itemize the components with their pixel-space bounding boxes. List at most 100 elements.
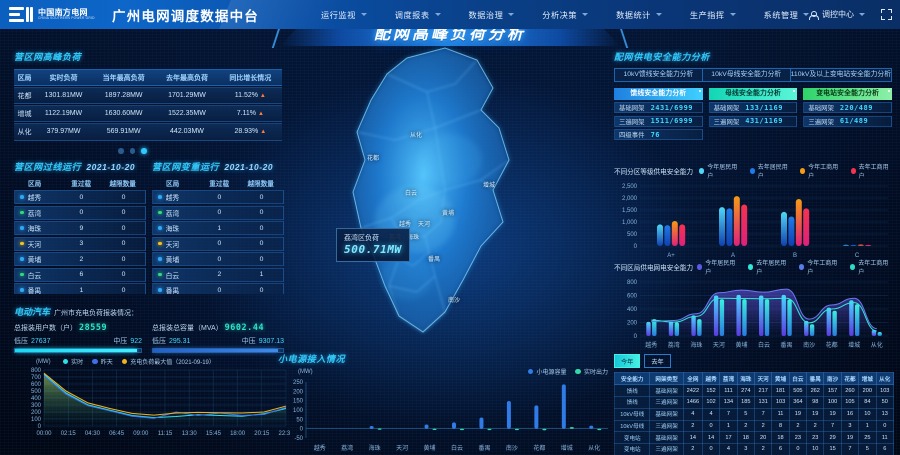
capacity-group-title[interactable]: 变电站安全能力分析	[803, 88, 893, 100]
list-item[interactable]: 白云 2 1	[152, 267, 284, 282]
table-cell: 23	[788, 431, 808, 445]
menu-item-1[interactable]: 调度报表	[395, 9, 441, 21]
capacity-tab-1[interactable]: 10kV母线安全能力分析	[703, 69, 791, 81]
overtrans-over: 2	[217, 271, 222, 278]
map-label-4[interactable]: 黄埔	[442, 211, 455, 217]
map-label-10[interactable]: 南沙	[448, 298, 461, 304]
legend-item-0[interactable]: 今年居民用户	[699, 162, 740, 180]
overline-limit: 0	[121, 286, 126, 294]
growth-cell: 11.52% ▲	[218, 87, 282, 105]
legend-item-1[interactable]: 实时出力	[575, 367, 608, 376]
map-label-9[interactable]: 番禺	[428, 257, 441, 263]
map-label-6[interactable]: 越秀	[399, 222, 412, 228]
map-label-5[interactable]: 天河	[418, 222, 431, 228]
matrix-col-8: 白云	[788, 371, 808, 386]
svg-text:11:15: 11:15	[158, 431, 173, 437]
growth-cell: 7.11% ▲	[218, 105, 282, 123]
trend-up-icon: ▲	[260, 129, 267, 136]
menu-item-0[interactable]: 运行监视	[321, 9, 367, 21]
legend-item-3[interactable]: 去年工商用户	[850, 258, 892, 276]
status-dot	[20, 210, 24, 215]
table-cell: 1	[858, 419, 877, 433]
stat-label: 四级事件	[619, 132, 645, 140]
overline-area: 海珠	[27, 226, 42, 233]
table-cell: 1522.35MW	[155, 105, 219, 123]
legend-item-3[interactable]: 去年工商用户	[850, 162, 892, 180]
overtrans-limit: 0	[259, 193, 264, 201]
legend-item-0[interactable]: 小电源容量	[527, 367, 566, 376]
list-item[interactable]: 番禺 1 0	[14, 283, 146, 294]
overline-over: 3	[79, 240, 84, 247]
capacity-tab-0[interactable]: 10kV馈线安全能力分析	[615, 69, 703, 81]
year-tab-1[interactable]: 去年	[644, 354, 671, 368]
map-label-3[interactable]: 增城	[483, 183, 496, 189]
chevron-down-icon[interactable]	[859, 13, 865, 16]
table-row[interactable]: 变电站 基础网架 14 14 17 18 20 18 23 23 29 19 25 11	[613, 431, 894, 445]
list-item[interactable]: 越秀 0 0	[14, 190, 146, 204]
list-item[interactable]: 天河 3 0	[14, 236, 146, 251]
overline-over: 9	[79, 224, 84, 232]
fullscreen-icon[interactable]	[881, 9, 892, 20]
map-label-8[interactable]: 海珠	[407, 235, 420, 241]
menu-item-2[interactable]: 数据治理	[469, 9, 515, 21]
overline-col-area: 区局	[28, 181, 42, 188]
table-row[interactable]: 10kV母线 基础网架 4 4 7 5 7 11 19 19 19 16 10 13	[613, 407, 894, 421]
list-item[interactable]: 天河 0 0	[152, 236, 284, 251]
pager-dot-1[interactable]	[118, 148, 124, 154]
matrix-col-10: 南沙	[823, 371, 842, 386]
table-row[interactable]: 馈线 三遍网架 1466 102 134 185 131 103 364 98 100 105 84 50	[613, 395, 894, 409]
pager-dot-2[interactable]	[129, 148, 135, 154]
table-row[interactable]: 从化 379.97MW 569.91MW 442.03MW 28.93% ▲	[14, 123, 282, 141]
table-row[interactable]: 馈线 基础网架 2422 152 111 274 217 181 505 262 157 260 200…	[613, 384, 894, 397]
capacity-group-title[interactable]: 馈线安全能力分析	[614, 88, 703, 100]
menu-item-5[interactable]: 生产指挥	[690, 9, 736, 21]
legend-item-2[interactable]: 充电负荷最大值（2021-09-19）	[121, 357, 215, 366]
menu-item-3[interactable]: 分析决策	[542, 9, 589, 21]
peak-load-pager[interactable]	[118, 148, 147, 154]
overtrans-limit: 1	[259, 271, 264, 278]
stat-label: 三遍网架	[619, 118, 645, 126]
year-tab-0[interactable]: 今年	[614, 354, 641, 368]
legend-item-1[interactable]: 昨天	[92, 357, 113, 366]
table-row[interactable]: 增城 1122.19MW 1630.60MW 1522.35MW 7.11% ▲	[14, 105, 282, 123]
list-item[interactable]: 荔湾 0 0	[152, 205, 284, 220]
svg-text:0: 0	[38, 424, 42, 430]
stat-label: 基础网架	[619, 105, 645, 113]
list-item[interactable]: 黄埔 2 0	[14, 252, 146, 266]
svg-text:天河: 天河	[396, 444, 408, 452]
svg-text:黄埔: 黄埔	[735, 341, 747, 349]
legend-item-2[interactable]: 今年工商用户	[800, 162, 841, 180]
svg-text:从化: 从化	[871, 341, 883, 349]
table-cell: 157	[823, 384, 842, 397]
table-row[interactable]: 10kV母线 三遍网架 2 0 1 2 2 8 2 2 7 3 1 0	[613, 419, 894, 433]
map-label-0[interactable]: 从化	[410, 133, 423, 139]
legend-item-0[interactable]: 实时	[62, 357, 83, 366]
legend-item-0[interactable]: 今年居民用户	[697, 258, 739, 276]
menu-item-6[interactable]: 系统管理	[764, 9, 810, 21]
table-row[interactable]: 变电站 三遍网架 2 0 4 3 2 6 0 10 15 7 5 6	[613, 443, 894, 455]
guangzhou-map[interactable]	[295, 40, 595, 360]
menu-item-4[interactable]: 数据统计	[616, 9, 662, 21]
list-item[interactable]: 黄埔 0 0	[152, 252, 284, 266]
capacity-tabs[interactable]: 10kV馈线安全能力分析 10kV母线安全能力分析 110kV及以上变电站安全能力分…	[614, 68, 892, 82]
list-item[interactable]: 番禺 0 0	[152, 283, 284, 294]
user-name[interactable]: 调控中心	[822, 10, 854, 19]
list-item[interactable]: 海珠 1 0	[152, 221, 284, 235]
legend-item-2[interactable]: 今年工商用户	[799, 258, 841, 276]
list-item[interactable]: 海珠 9 0	[14, 221, 146, 235]
list-item[interactable]: 荔湾 0 0	[14, 205, 146, 220]
capacity-tab-2[interactable]: 110kV及以上变电站安全能力分析	[790, 71, 891, 78]
overtrans-col-area: 区局	[166, 181, 180, 188]
capacity-group-title[interactable]: 母线安全能力分析	[708, 88, 798, 100]
year-tabs[interactable]: 今年 去年	[614, 354, 894, 368]
map-label-1[interactable]: 花都	[367, 156, 380, 162]
pager-dot-3[interactable]	[141, 148, 147, 154]
list-item[interactable]: 越秀 0 0	[152, 190, 284, 204]
map-label-2[interactable]: 白云	[405, 191, 418, 197]
svg-text:天河: 天河	[713, 341, 725, 349]
table-row[interactable]: 花都 1301.81MW 1897.28MW 1701.29MW 11.52% ▲	[14, 87, 282, 105]
list-item[interactable]: 白云 6 0	[14, 267, 146, 282]
matrix-col-9: 番禺	[806, 371, 825, 386]
legend-item-1[interactable]: 去年居民用户	[749, 162, 791, 180]
legend-item-1[interactable]: 去年居民用户	[748, 258, 790, 276]
